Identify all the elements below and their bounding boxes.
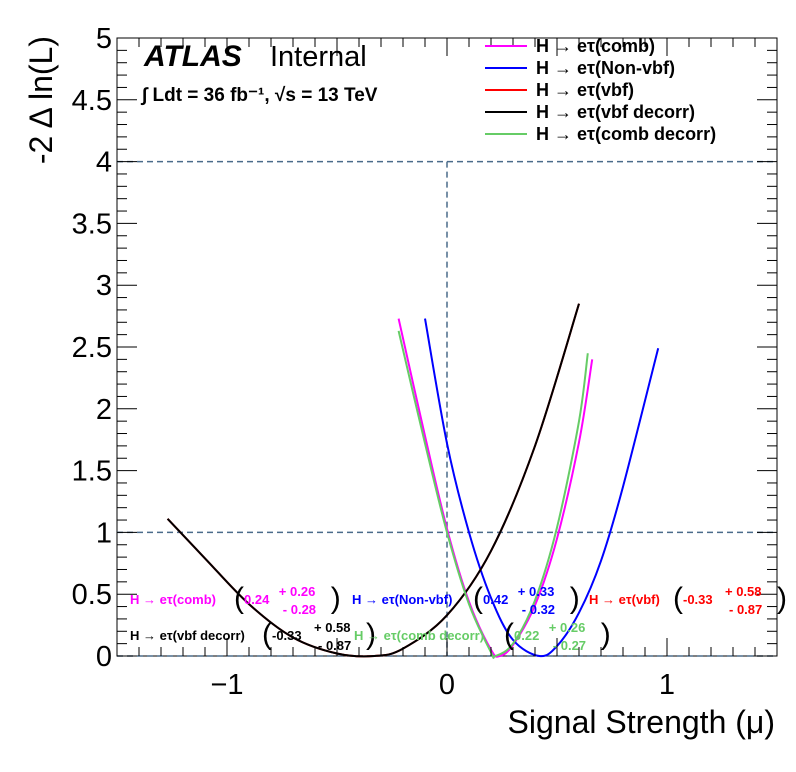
legend-entry: H → eτ(comb decorr) xyxy=(536,124,716,144)
annotation-bracket: ) xyxy=(601,618,611,651)
annotation-label: H → eτ(vbf decorr) xyxy=(130,628,245,643)
legend-entry: H → eτ(vbf decorr) xyxy=(536,102,695,122)
status-label: Internal xyxy=(270,41,367,73)
y-tick-label: 4.5 xyxy=(72,85,112,117)
y-tick-label: 0 xyxy=(96,641,112,673)
annotation-up: + 0.58 xyxy=(314,620,351,635)
series-line-4 xyxy=(397,330,589,659)
y-tick-label: 2 xyxy=(96,394,112,426)
experiment-label: ATLAS xyxy=(143,40,242,73)
annotation-central: 0.22 xyxy=(514,628,539,643)
y-tick-label: 2.5 xyxy=(72,332,112,364)
x-axis-title: Signal Strength (μ) xyxy=(508,704,775,740)
series-line-1 xyxy=(424,318,660,658)
annotation-up: + 0.33 xyxy=(518,584,555,599)
annotation-label: H → eτ(vbf) xyxy=(589,592,660,607)
legend: H → eτ(comb)H → eτ(Non-vbf)H → eτ(vbf)H … xyxy=(485,36,716,144)
y-tick-label: 3.5 xyxy=(72,208,112,240)
annotation-central: 0.42 xyxy=(483,592,508,607)
annotation-central: -0.33 xyxy=(272,628,302,643)
annotation-up: + 0.26 xyxy=(279,584,316,599)
annotation-down: - 0.87 xyxy=(729,602,762,617)
y-tick-label: 0.5 xyxy=(72,579,112,611)
annotation-label: H → eτ(comb decorr) xyxy=(354,628,484,643)
annotation-bracket: ( xyxy=(234,582,244,615)
annotation-central: 0.24 xyxy=(244,592,270,607)
luminosity-label: ∫ Ldt = 36 fb⁻¹, √s = 13 TeV xyxy=(140,85,378,106)
annotation-bracket: ( xyxy=(262,618,272,651)
y-tick-label: 1.5 xyxy=(72,456,112,488)
annotation-bracket: ( xyxy=(473,582,483,615)
annotation-bracket: ) xyxy=(570,582,580,615)
legend-entry: H → eτ(vbf) xyxy=(536,80,634,100)
x-tick-label: 0 xyxy=(439,669,455,701)
annotation-down: - 0.28 xyxy=(283,602,316,617)
annotation-down: - 0.27 xyxy=(553,638,586,653)
legend-entry: H → eτ(comb) xyxy=(536,36,655,56)
annotation-label: H → eτ(comb) xyxy=(130,592,216,607)
annotation-bracket: ( xyxy=(673,582,683,615)
annotation-central: -0.33 xyxy=(683,592,713,607)
y-tick-label: 5 xyxy=(96,23,112,55)
series-line-3 xyxy=(166,303,580,658)
annotation-up: + 0.26 xyxy=(549,620,586,635)
annotation-down: - 0.87 xyxy=(318,638,351,653)
y-axis: 0 0.5 1 1.5 2 2.5 3 3.5 4 4.5 5 xyxy=(72,23,777,673)
x-tick-label: −1 xyxy=(210,669,243,701)
annotation-bracket: ) xyxy=(366,618,376,651)
y-tick-label: 1 xyxy=(96,517,112,549)
annotation-down: - 0.32 xyxy=(522,602,555,617)
y-axis-title: -2 Δ ln(L) xyxy=(23,36,59,164)
annotation-bracket: ) xyxy=(331,582,341,615)
x-axis: −1 0 1 xyxy=(116,38,778,701)
legend-entry: H → eτ(Non-vbf) xyxy=(536,58,675,78)
annotation-up: + 0.58 xyxy=(725,584,762,599)
x-tick-label: 1 xyxy=(659,669,675,701)
y-tick-label: 4 xyxy=(96,147,112,179)
y-tick-label: 3 xyxy=(96,270,112,302)
series-line-0 xyxy=(397,318,594,658)
annotation-label: H → eτ(Non-vbf) xyxy=(352,592,452,607)
annotation-bracket: ) xyxy=(777,582,787,615)
annotation-bracket: ( xyxy=(504,618,514,651)
likelihood-curves xyxy=(166,303,660,659)
result-annotations: H → eτ(comb) (0.24 + 0.26 - 0.28) H → eτ(Non… xyxy=(130,582,787,653)
